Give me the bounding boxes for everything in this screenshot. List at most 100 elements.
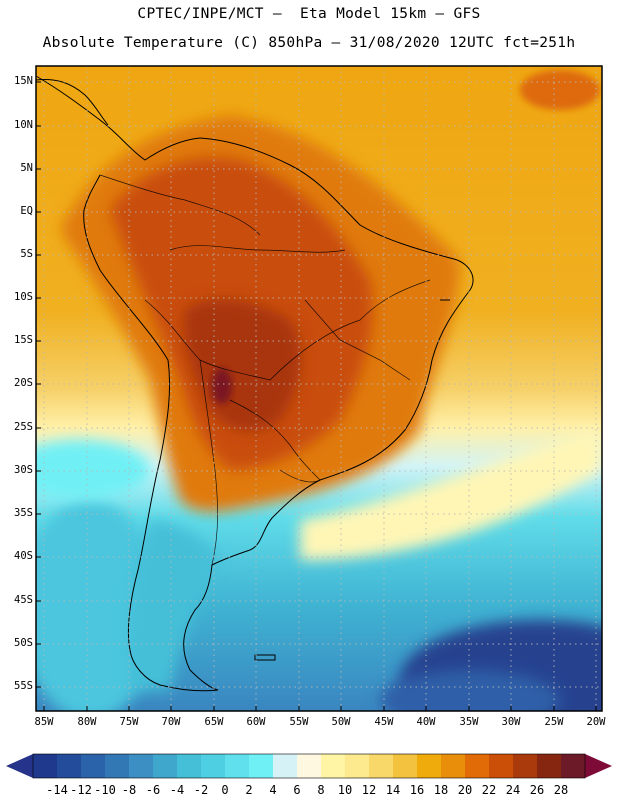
colorbar-cell: [297, 754, 322, 778]
colorbar-cell: [153, 754, 178, 778]
colorbar-label: -6: [145, 783, 161, 797]
colorbar-cell: [81, 754, 106, 778]
temperature-field: [36, 66, 602, 711]
colorbar-cell: [273, 754, 298, 778]
lon-label: 75W: [119, 716, 139, 728]
colorbar-label: 10: [337, 783, 353, 797]
lon-label: 70W: [161, 716, 181, 728]
field-cold-south: [380, 670, 560, 711]
colorbar-cell: [465, 754, 490, 778]
lon-label: 35W: [459, 716, 479, 728]
lon-label: 80W: [77, 716, 97, 728]
lon-label: 20W: [586, 716, 606, 728]
coastlines: [35, 75, 474, 692]
lon-label: 30W: [501, 716, 521, 728]
lat-label: 55S: [14, 680, 33, 692]
colorbar-label: 8: [317, 783, 325, 797]
lat-label: 25S: [14, 421, 33, 433]
field-warm-core: [212, 368, 232, 404]
colorbar-cell: [33, 754, 58, 778]
colorbar-cell: [57, 754, 82, 778]
colorbar-cell: [417, 754, 442, 778]
colorbar-label: 24: [505, 783, 521, 797]
border-paraguay: [229, 399, 321, 481]
colorbar-label: -8: [121, 783, 137, 797]
title-line-1: CPTEC/INPE/MCT – Eta Model 15km – GFS: [137, 6, 481, 22]
country-borders: [99, 174, 431, 566]
border-chile-argentina: [199, 359, 218, 566]
lat-label: 50S: [14, 637, 33, 649]
colorbar: [6, 753, 612, 779]
colorbar-cell: [129, 754, 154, 778]
lat-label: 30S: [14, 464, 33, 476]
colorbar-cell: [249, 754, 274, 778]
lat-label: 20S: [14, 377, 33, 389]
lat-label: 15S: [14, 334, 33, 346]
colorbar-label: 20: [457, 783, 473, 797]
lat-label: 5N: [20, 162, 33, 174]
colorbar-cell: [225, 754, 250, 778]
falkland-islands: [254, 654, 276, 661]
colorbar-cell: [105, 754, 130, 778]
lon-label: 45W: [374, 716, 394, 728]
colorbar-label: 22: [481, 783, 497, 797]
colorbar-label: 16: [409, 783, 425, 797]
lon-label: 65W: [204, 716, 224, 728]
colorbar-over-triangle: [585, 754, 612, 778]
lon-label: 55W: [289, 716, 309, 728]
lat-label: EQ: [20, 205, 33, 217]
border-brazil-states: [269, 279, 431, 381]
colorbar-label: 6: [293, 783, 301, 797]
title-line-2: Absolute Temperature (C) 850hPa – 31/08/…: [42, 35, 576, 51]
border-uruguay: [279, 469, 321, 483]
colorbar-label: 0: [221, 783, 229, 797]
field-cyan-band: [36, 440, 150, 500]
colorbar-label: -2: [193, 783, 209, 797]
lon-label: 50W: [331, 716, 351, 728]
colorbar-cell: [489, 754, 514, 778]
lat-label: 10S: [14, 291, 33, 303]
colorbar-cell: [345, 754, 370, 778]
colorbar-label: 4: [269, 783, 277, 797]
lat-label: 5S: [20, 248, 33, 260]
colorbar-cell: [561, 754, 586, 778]
colorbar-label: -14: [46, 783, 68, 797]
colorbar-label: 28: [553, 783, 569, 797]
lat-label: 40S: [14, 550, 33, 562]
border-amazon: [169, 245, 346, 253]
lat-label: 35S: [14, 507, 33, 519]
lat-label: 45S: [14, 594, 33, 606]
graticule: [36, 66, 602, 711]
colorbar-label: -10: [94, 783, 116, 797]
colorbar-label: 18: [433, 783, 449, 797]
map-frame: [35, 65, 603, 712]
field-continent-hotter: [184, 299, 301, 431]
colorbar-label: 26: [529, 783, 545, 797]
lat-label: 10N: [14, 119, 33, 131]
axis-ticks: [36, 81, 597, 711]
border-north: [99, 174, 261, 236]
central-america-coast: [35, 79, 109, 126]
field-patagonia-cool: [128, 520, 220, 690]
colorbar-cell: [177, 754, 202, 778]
field-pale-band: [300, 430, 602, 560]
border-bolivia: [144, 299, 271, 381]
lon-label: 40W: [416, 716, 436, 728]
colorbar-cell: [201, 754, 226, 778]
colorbar-frame: [32, 753, 586, 779]
colorbar-cell: [441, 754, 466, 778]
colorbar-cell: [393, 754, 418, 778]
border-brazil-inner: [304, 299, 411, 381]
colorbar-label: 14: [385, 783, 401, 797]
colorbar-cell: [369, 754, 394, 778]
field-warm-northeast: [520, 70, 600, 110]
lat-label: 15N: [14, 75, 33, 87]
colorbar-label: 2: [245, 783, 253, 797]
colorbar-label: -12: [70, 783, 92, 797]
lon-label: 25W: [544, 716, 564, 728]
colorbar-cell: [321, 754, 346, 778]
colorbar-under-triangle: [6, 754, 33, 778]
colorbar-cell: [537, 754, 562, 778]
south-america-coast: [35, 75, 474, 692]
